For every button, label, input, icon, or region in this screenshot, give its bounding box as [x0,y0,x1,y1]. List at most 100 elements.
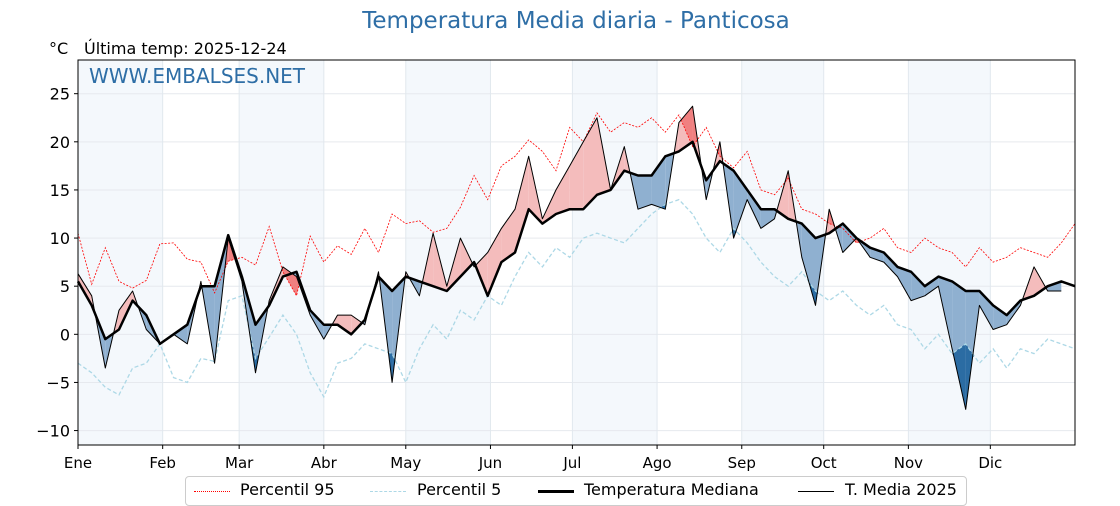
fill-below-median [173,324,188,344]
fill-above-median [460,238,475,277]
line-2025 [77,105,1062,410]
fill-below-median [706,161,720,200]
x-tick-label: Sep [728,454,756,472]
fill-above-median [692,106,707,181]
month-band [405,60,491,445]
fill-below-median [105,329,119,368]
fill-above-median [487,228,502,296]
line-mediana [76,140,1076,346]
fill-above-median [706,141,720,181]
y-tick-label: −10 [36,422,70,441]
x-tick-label: Dic [978,454,1002,472]
fill-below-median [924,276,939,296]
month-band [572,60,658,445]
fill-above-p95 [228,238,242,262]
fill-below-p5 [351,343,365,359]
fill-below-median [323,324,338,340]
x-tick-label: Jun [478,454,502,472]
temperature-chart: WWW.EMBALSES.NET 25 20 15 10 5 0 −5 −10 Ene Feb M… [36,59,1076,472]
x-tick-label: Feb [149,454,176,472]
chart-title: Temperatura Media diaria - Panticosa [362,8,790,34]
fill-above-median [624,146,638,176]
month-band [239,60,324,445]
y-tick-label: 0 [60,325,70,344]
fill-below-median [815,233,830,306]
fill-below-median [911,271,925,301]
x-tick-label: Oct [811,454,837,472]
fill-below-median [842,223,857,253]
fill-above-median [515,156,529,253]
plot-frame [77,59,1076,446]
fill-below-median [829,223,843,253]
month-bands [78,60,991,445]
fill-below-median [392,276,406,383]
x-tick-label: Nov [894,454,923,472]
fill-below-median [665,151,679,210]
y-tick-label: 15 [50,181,70,200]
series-lines [76,105,1076,410]
fill-above-median [501,209,515,263]
fill-above-median [665,122,679,157]
y-tick-label: 10 [50,229,70,248]
fill-above-median [788,170,802,224]
fill-above-median [583,117,597,210]
fill-below-p5 [801,271,816,306]
fill-below-median [993,305,1007,330]
x-axis-ticks: Ene Feb Mar Abr May Jun Jul Ago Sep Oct Nov Dic [64,445,1002,472]
fill-above-median [323,315,338,325]
fill-below-median [801,223,816,306]
x-tick-label: May [390,454,421,472]
fill-below-median [651,156,666,210]
y-axis-unit: °C [49,39,69,58]
fill-below-median [624,170,638,210]
fill-below-median [255,305,270,373]
legend-label-p95: Percentil 95 [240,480,335,499]
line-percentil-95 [77,112,1076,297]
y-tick-label: 5 [60,277,70,296]
fill-below-median [897,266,912,301]
legend-line-p95 [194,491,230,492]
fill-above-p95 [692,106,707,147]
legend-line-p5 [370,491,406,492]
fill-below-median [310,310,324,340]
y-tick-label: 25 [50,85,70,104]
fill-above-median [556,165,570,214]
fill-below-median [1006,300,1021,325]
y-tick-label: 20 [50,133,70,152]
fill-below-p5 [965,343,980,410]
fill-below-median [733,170,748,239]
x-tick-label: Ene [64,454,92,472]
last-temp-label: Última temp: 2025-12-24 [84,39,287,58]
fill-below-median [747,189,761,229]
legend-line-2025 [798,491,834,492]
legend-label-p5: Percentil 5 [417,480,502,499]
legend-line-median [538,490,574,493]
legend: Percentil 95 Percentil 5 Temperatura Med… [185,476,967,506]
fill-below-median [91,305,106,368]
x-tick-label: Jul [562,454,581,472]
fill-below-p5 [665,199,679,210]
watermark: WWW.EMBALSES.NET [89,64,306,88]
fill-below-median [979,291,994,330]
fill-below-median [760,209,775,229]
fill-below-median [378,276,393,383]
fill-below-median [788,218,802,258]
fill-below-median [200,286,215,364]
fill-below-median [719,161,734,239]
fill-above-median [1020,266,1034,301]
fill-below-median [132,300,147,330]
fill-above-p95 [829,209,843,229]
fill-below-median [938,276,953,349]
fill-above-median [569,141,584,210]
legend-label-2025: T. Media 2025 [845,480,957,499]
fill-below-p5 [842,291,857,306]
fill-above-median [610,146,625,190]
fill-above-median [419,233,434,287]
fill-above-median [337,315,352,335]
fill-above-p95 [678,106,693,147]
line-percentil-5 [77,198,1076,399]
month-band [908,60,991,445]
fill-below-median [883,252,898,277]
x-tick-label: Abr [311,454,338,472]
fill-below-median [638,175,652,210]
